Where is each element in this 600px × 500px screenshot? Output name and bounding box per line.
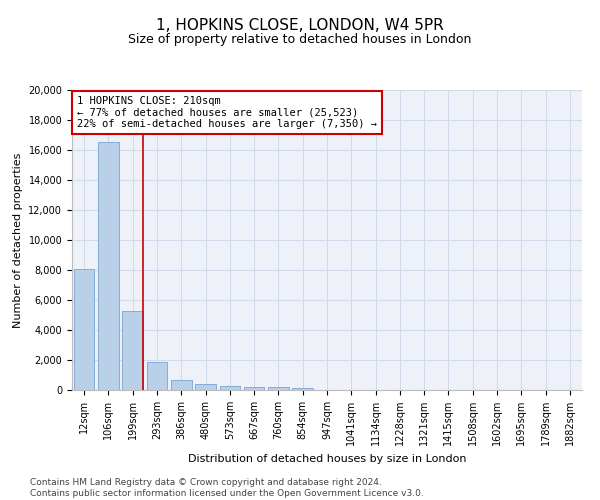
Text: Size of property relative to detached houses in London: Size of property relative to detached ho… [128,32,472,46]
Bar [268,388,289,390]
Bar [122,310,143,390]
Bar [98,142,119,390]
Bar [171,380,191,390]
Bar [74,268,94,390]
Text: 1 HOPKINS CLOSE: 210sqm
← 77% of detached houses are smaller (25,523)
22% of sem: 1 HOPKINS CLOSE: 210sqm ← 77% of detache… [77,96,377,129]
Text: 1, HOPKINS CLOSE, LONDON, W4 5PR: 1, HOPKINS CLOSE, LONDON, W4 5PR [156,18,444,32]
Bar [146,362,167,390]
Bar [195,384,216,390]
Text: Contains HM Land Registry data © Crown copyright and database right 2024.
Contai: Contains HM Land Registry data © Crown c… [30,478,424,498]
Bar [292,388,313,390]
X-axis label: Distribution of detached houses by size in London: Distribution of detached houses by size … [188,454,466,464]
Bar [244,387,265,390]
Bar [220,386,240,390]
Y-axis label: Number of detached properties: Number of detached properties [13,152,23,328]
